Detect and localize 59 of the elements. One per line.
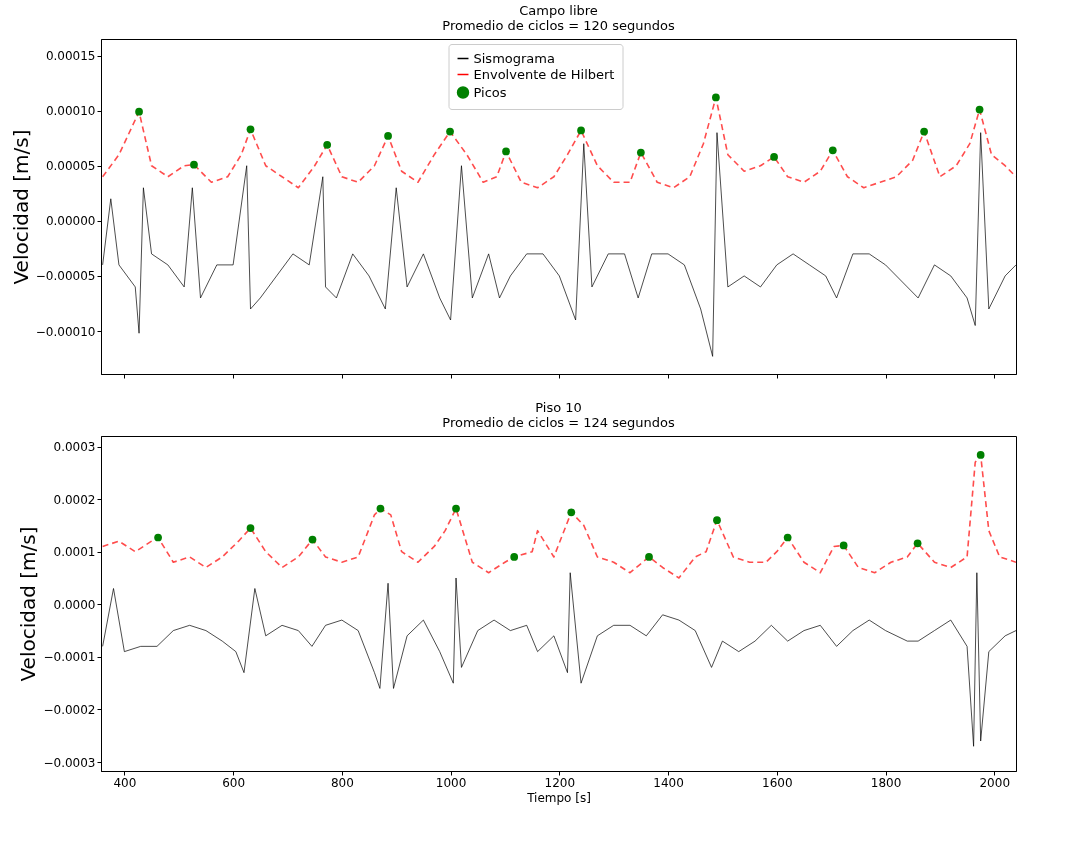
y-tick-label: −0.00010 [35, 324, 96, 339]
y-tick-label: −0.0002 [43, 702, 96, 717]
point [975, 105, 984, 114]
point [636, 148, 645, 157]
point [323, 140, 332, 149]
x-tick-label: 1600 [762, 775, 793, 790]
point [839, 541, 848, 550]
x-tick-label: 1000 [435, 775, 467, 790]
x-tick-label: 600 [222, 775, 246, 790]
point [567, 508, 576, 517]
point [770, 153, 778, 161]
point [135, 107, 143, 116]
point [446, 127, 454, 136]
y-tick-label: −0.0003 [43, 755, 96, 770]
x-tick-label: 800 [330, 775, 354, 790]
chart-subtitle: Promedio de ciclos = 124 segundos [442, 415, 675, 430]
y-tick-label: 0.0000 [53, 597, 96, 612]
x-tick-label: 400 [113, 775, 137, 790]
y-tick-label: 0.0001 [53, 545, 96, 560]
point [376, 504, 385, 513]
point [246, 524, 255, 532]
point [783, 533, 792, 542]
x-tick-label: 1400 [653, 775, 684, 790]
point [384, 132, 392, 140]
point [976, 451, 985, 459]
point [920, 127, 928, 136]
x-tick-label: 2000 [979, 775, 1011, 790]
y-tick-label: 0.00010 [45, 104, 96, 119]
point [502, 147, 510, 156]
point [510, 553, 519, 561]
x-axis-title: Tiempo [s] [526, 790, 591, 805]
x-tick-label: 1800 [870, 775, 902, 790]
point [712, 93, 720, 102]
y-tick-label: 0.00015 [45, 49, 96, 64]
point [828, 146, 837, 155]
x-tick-label: 1200 [544, 775, 576, 790]
y-tick-label: 0.00005 [45, 159, 96, 174]
y-tick-label: 0.0002 [53, 492, 96, 507]
y-axis-title: Velocidad [m/s] [8, 129, 33, 285]
point [154, 533, 162, 542]
legend-label: Sismograma [473, 50, 555, 66]
y-axis-title: Velocidad [m/s] [16, 526, 41, 682]
chart-title: Campo libre [519, 3, 598, 18]
point [308, 535, 317, 544]
y-tick-label: 0.00000 [45, 214, 96, 229]
y-tick-label: −0.0001 [43, 650, 96, 665]
point [913, 539, 922, 548]
point [645, 553, 653, 561]
y-tick-label: −0.00005 [35, 269, 96, 284]
legend-label: Picos [473, 84, 507, 100]
chart-subtitle: Promedio de ciclos = 120 segundos [442, 18, 675, 33]
point [713, 516, 721, 525]
chart-title: Piso 10 [535, 400, 582, 415]
legend-label: Envolvente de Hilbert [473, 66, 615, 82]
point [452, 504, 460, 513]
point [577, 126, 585, 135]
y-tick-label: 0.0003 [53, 440, 96, 455]
point [190, 160, 198, 169]
point [246, 125, 255, 134]
